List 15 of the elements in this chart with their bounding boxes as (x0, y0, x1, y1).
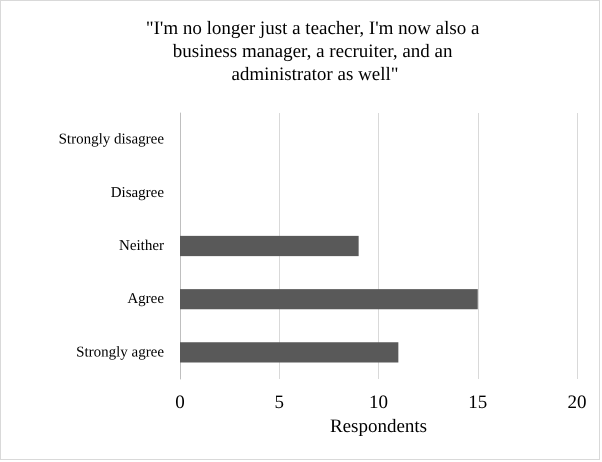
chart-title: "I'm no longer just a teacher, I'm now also a business manager, a recruiter, and an administrator as well" (146, 18, 484, 85)
bar (180, 236, 359, 256)
y-tick-label: Strongly agree (76, 344, 164, 360)
bar (180, 289, 478, 310)
y-tick-label: Strongly disagree (58, 132, 164, 148)
x-tick-label: 20 (568, 392, 586, 413)
x-tick-label: 10 (369, 392, 388, 413)
x-tick-label: 0 (175, 392, 185, 413)
x-axis-title: Respondents (330, 416, 428, 437)
y-tick-label: Neither (119, 238, 164, 254)
bar (180, 342, 398, 363)
y-tick-label: Agree (127, 291, 164, 308)
y-tick-label: Disagree (110, 184, 164, 201)
x-tick-label: 15 (468, 392, 488, 413)
x-tick-label: 5 (274, 392, 284, 413)
